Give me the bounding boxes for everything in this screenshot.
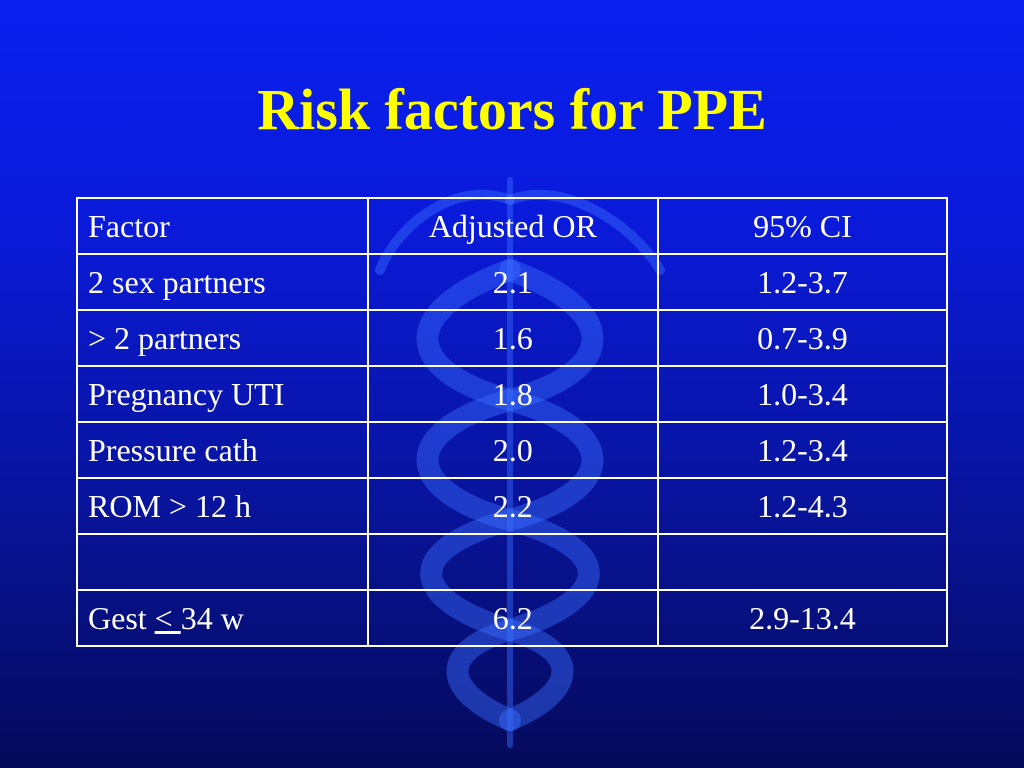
- or-cell: 6.2: [366, 589, 659, 647]
- less-or-equal-symbol: <: [154, 599, 181, 636]
- or-cell: 2.0: [366, 421, 659, 479]
- table-row: > 2 partners 1.6 0.7-3.9: [76, 309, 949, 367]
- slide-title: Risk factors for PPE: [257, 77, 767, 142]
- factor-cell: 2 sex partners: [76, 253, 369, 311]
- ci-cell: 0.7-3.9: [656, 309, 949, 367]
- or-cell: 2.1: [366, 253, 659, 311]
- or-cell: 1.6: [366, 309, 659, 367]
- factor-cell: > 2 partners: [76, 309, 369, 367]
- ci-cell: 1.2-4.3: [656, 477, 949, 535]
- ci-cell: [656, 533, 949, 591]
- table-row: ROM > 12 h 2.2 1.2-4.3: [76, 477, 949, 535]
- or-cell: 1.8: [366, 365, 659, 423]
- ci-cell: 1.0-3.4: [656, 365, 949, 423]
- factor-cell: Pressure cath: [76, 421, 369, 479]
- ci-cell: 2.9-13.4: [656, 589, 949, 647]
- factor-cell: [76, 533, 369, 591]
- table-row-empty: [76, 533, 949, 591]
- header-factor: Factor: [76, 197, 369, 255]
- factor-prefix: Gest: [88, 599, 155, 636]
- header-ci: 95% CI: [656, 197, 949, 255]
- table-row: 2 sex partners 2.1 1.2-3.7: [76, 253, 949, 311]
- factor-cell: Gest < 34 w: [76, 589, 369, 647]
- table-row: Pressure cath 2.0 1.2-3.4: [76, 421, 949, 479]
- factor-cell: ROM > 12 h: [76, 477, 369, 535]
- factor-suffix: 34 w: [180, 599, 244, 636]
- ci-cell: 1.2-3.4: [656, 421, 949, 479]
- table-row: Gest < 34 w 6.2 2.9-13.4: [76, 589, 949, 647]
- risk-factor-table: Factor Adjusted OR 95% CI 2 sex partners…: [76, 197, 949, 647]
- ci-cell: 1.2-3.7: [656, 253, 949, 311]
- table-header-row: Factor Adjusted OR 95% CI: [76, 197, 949, 255]
- header-adjusted-or: Adjusted OR: [366, 197, 659, 255]
- or-cell: [366, 533, 659, 591]
- or-cell: 2.2: [366, 477, 659, 535]
- table-row: Pregnancy UTI 1.8 1.0-3.4: [76, 365, 949, 423]
- factor-cell: Pregnancy UTI: [76, 365, 369, 423]
